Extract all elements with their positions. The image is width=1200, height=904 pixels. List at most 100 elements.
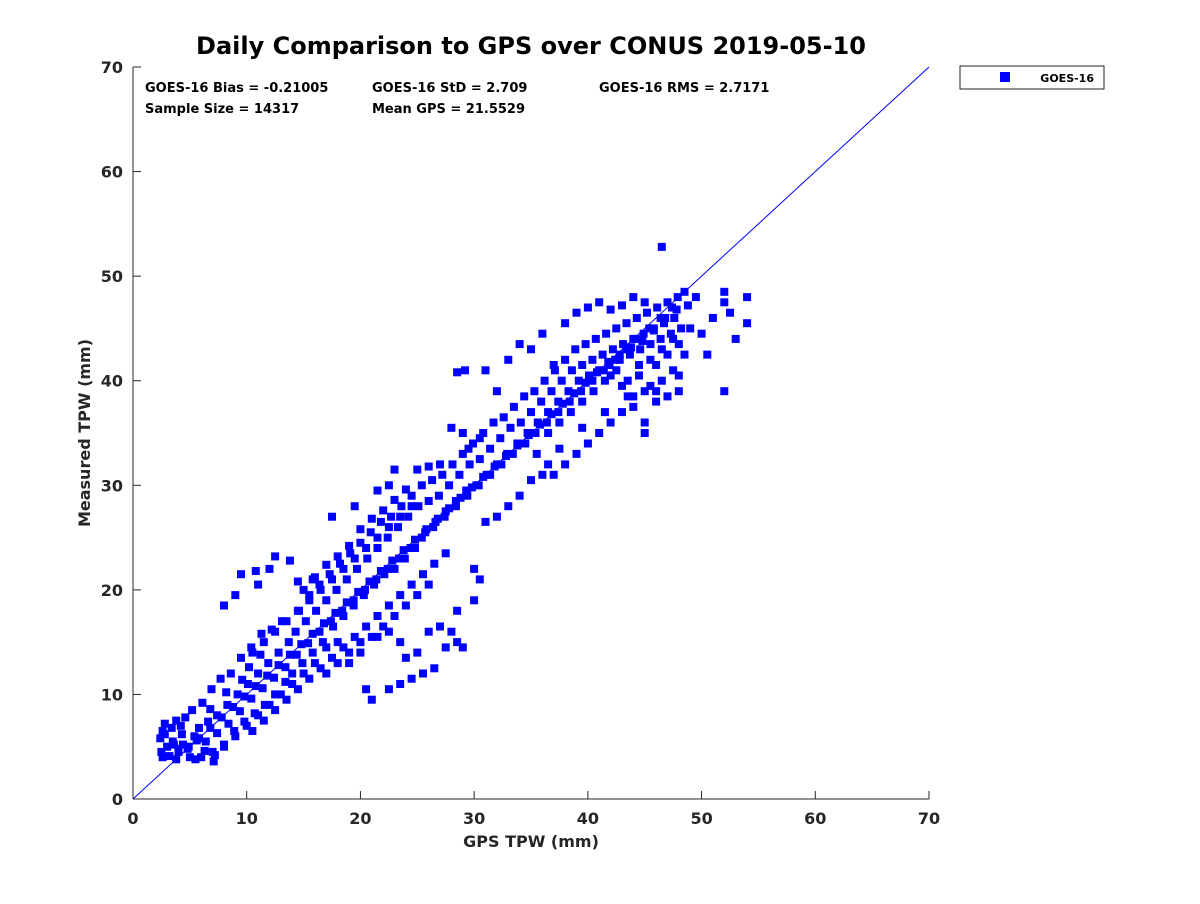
data-point: [353, 564, 361, 573]
data-point: [373, 612, 382, 620]
data-point: [291, 627, 300, 636]
data-point: [458, 449, 467, 458]
scatter-points: [156, 242, 752, 766]
data-point: [271, 706, 280, 715]
data-point: [160, 730, 169, 739]
data-point: [336, 559, 344, 568]
data-point: [424, 580, 433, 589]
data-point: [299, 669, 308, 678]
data-point: [424, 462, 433, 471]
data-point: [656, 334, 665, 343]
data-point: [270, 673, 278, 682]
data-point: [271, 552, 280, 561]
data-point: [463, 491, 472, 500]
data-point: [606, 305, 615, 314]
data-point: [666, 329, 675, 338]
data-point: [390, 564, 399, 573]
data-point: [312, 606, 321, 615]
data-point: [367, 632, 376, 641]
data-point: [652, 387, 661, 396]
data-point: [254, 711, 263, 720]
data-point: [278, 617, 286, 626]
data-point: [210, 751, 219, 760]
data-point: [264, 659, 273, 668]
data-point: [669, 334, 678, 343]
data-point: [672, 305, 681, 314]
data-point: [222, 688, 231, 697]
data-point: [663, 392, 672, 401]
data-point: [332, 585, 341, 594]
data-point: [453, 368, 462, 377]
data-point: [731, 334, 740, 343]
legend-marker-square: [1000, 72, 1010, 82]
data-point: [396, 512, 405, 521]
data-point: [640, 298, 649, 307]
data-point: [521, 439, 530, 448]
data-point: [656, 314, 665, 322]
data-point: [578, 423, 587, 432]
stat-std: GOES-16 StD = 2.709: [372, 81, 527, 96]
data-point: [156, 734, 165, 743]
data-point: [158, 753, 167, 762]
data-point: [271, 627, 280, 636]
data-point: [574, 376, 583, 385]
data-point: [274, 648, 283, 657]
data-point: [181, 713, 190, 722]
data-point: [299, 585, 308, 594]
data-point: [453, 638, 462, 647]
data-point: [288, 669, 297, 678]
data-point: [367, 695, 376, 704]
data-point: [401, 601, 410, 610]
data-point: [527, 345, 535, 354]
data-point: [318, 638, 327, 647]
data-point: [417, 481, 426, 490]
data-point: [157, 747, 166, 756]
data-point: [185, 753, 194, 762]
data-point: [390, 612, 399, 620]
data-point: [362, 685, 371, 694]
data-point: [339, 612, 348, 620]
data-point: [356, 638, 365, 647]
data-point: [506, 423, 515, 432]
data-point: [673, 293, 682, 302]
data-point: [458, 643, 467, 652]
data-point: [282, 695, 291, 704]
data-point: [720, 298, 729, 307]
data-point: [515, 340, 524, 349]
data-point: [629, 402, 638, 411]
data-point: [615, 355, 624, 364]
data-point: [383, 533, 392, 542]
data-point: [350, 554, 359, 563]
data-point: [226, 669, 235, 678]
data-point: [481, 366, 490, 375]
data-point: [504, 355, 513, 364]
data-point: [179, 740, 187, 749]
data-point: [430, 664, 439, 673]
data-point: [720, 287, 729, 296]
data-point: [301, 617, 310, 626]
data-point: [578, 361, 587, 369]
data-point: [436, 460, 444, 469]
data-point: [235, 707, 244, 716]
data-point: [395, 554, 404, 563]
data-point: [310, 659, 319, 668]
data-point: [345, 541, 354, 550]
data-point: [367, 514, 376, 523]
data-point: [663, 298, 672, 307]
data-point: [708, 314, 717, 322]
stat-mean-gps: Mean GPS = 21.5529: [372, 102, 525, 117]
data-point: [384, 481, 393, 490]
data-point: [623, 376, 632, 385]
data-point: [325, 570, 334, 579]
data-point: [629, 293, 638, 302]
data-point: [611, 355, 620, 364]
x-tick-label: 70: [918, 809, 940, 828]
data-point: [646, 355, 655, 364]
data-point: [376, 517, 385, 526]
data-point: [635, 371, 643, 380]
data-point: [254, 580, 263, 589]
data-point: [465, 460, 474, 469]
data-point: [520, 392, 529, 401]
data-point: [198, 698, 207, 707]
data-point: [310, 573, 319, 582]
